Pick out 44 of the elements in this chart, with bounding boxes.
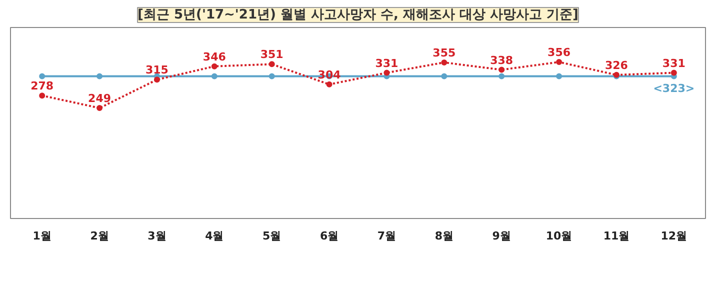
x-tick-label: 4월 [205,230,224,242]
point [556,59,562,66]
x-tick-label: 3월 [148,230,166,242]
x-tick-label: 5월 [262,230,282,242]
point [211,63,218,70]
x-tick-label: 10월 [546,230,572,242]
point [154,76,160,83]
point [441,73,448,80]
data-label: 355 [432,46,456,60]
point [211,73,218,80]
data-label: 315 [145,64,168,77]
x-tick-label: 9월 [492,230,511,242]
point [326,81,332,88]
x-tick-label: 1월 [32,230,52,242]
point [556,73,562,80]
x-tick-label: 8월 [434,230,454,242]
data-label: 356 [548,46,571,60]
point [441,59,448,66]
point [268,73,275,80]
point [384,70,390,76]
chart-title: [최근 5년('17~'21년) 월별 사고사망자 수, 재해조사 대상 사망사고 기준] [138,8,579,22]
point [670,70,677,76]
data-label: <323> [653,82,695,96]
data-label: 278 [30,80,54,93]
data-label: 351 [260,48,284,62]
data-label: 346 [202,50,226,64]
x-tick-label: 12월 [660,230,688,242]
point [96,105,103,112]
point [268,61,275,68]
data-label: 249 [88,92,112,106]
point [498,66,505,73]
data-label: 338 [490,54,514,67]
point [498,73,505,80]
x-tick-label: 2월 [90,230,109,242]
point [96,73,103,80]
data-label: 331 [662,56,686,70]
point [39,92,46,99]
point [39,73,46,80]
data-label: 331 [375,56,398,70]
x-tick-label: 11월 [603,230,630,242]
data-label: 326 [604,58,628,72]
x-tick-label: 7월 [377,230,396,242]
x-tick-label: 6월 [320,230,339,242]
data-label: 304 [318,68,342,82]
